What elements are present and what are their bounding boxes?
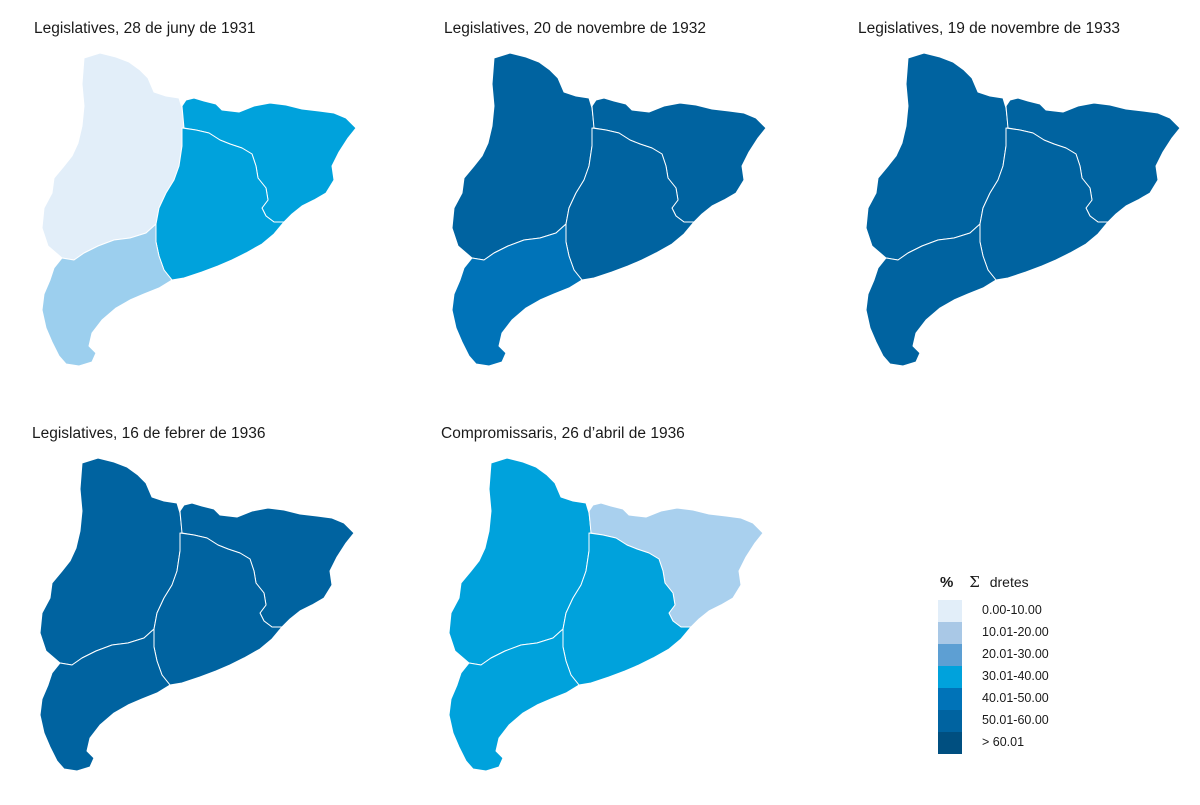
region-tarragona [41, 223, 173, 367]
map-title: Compromissaris, 26 d’abril de 1936 [441, 425, 685, 442]
region-tarragona [39, 628, 171, 772]
map-panel-1933: Legislatives, 19 de novembre de 1933 [858, 20, 1200, 400]
region-tarragona [865, 223, 997, 367]
map-legend: % Σ dretes 0.00-10.00 10.01-20.00 20.01-… [938, 573, 1118, 763]
legend-swatch [938, 710, 962, 732]
legend-title: dretes [989, 574, 1029, 590]
catalonia-map [39, 457, 355, 772]
catalonia-map [448, 457, 764, 772]
legend-swatch [938, 622, 962, 644]
region-barcelona [153, 532, 283, 686]
map-panel-1936-abril: Compromissaris, 26 d’abril de 1936 [441, 425, 841, 805]
region-barcelona [155, 127, 285, 281]
legend-swatch [938, 644, 962, 666]
legend-label: 20.01-30.00 [982, 647, 1049, 661]
legend-label: 40.01-50.00 [982, 691, 1049, 705]
legend-label: 30.01-40.00 [982, 669, 1049, 683]
legend-item: 30.01-40.00 [938, 666, 1108, 688]
map-panel-1932: Legislatives, 20 de novembre de 1932 [444, 20, 844, 400]
catalonia-map [451, 52, 767, 367]
map-title: Legislatives, 28 de juny de 1931 [34, 20, 256, 37]
catalonia-map [865, 52, 1181, 367]
legend-label: > 60.01 [982, 735, 1025, 749]
legend-item: 20.01-30.00 [938, 644, 1108, 666]
region-barcelona [979, 127, 1109, 281]
legend-label: 10.01-20.00 [982, 625, 1049, 639]
map-title: Legislatives, 19 de novembre de 1933 [858, 20, 1120, 37]
legend-swatch [938, 688, 962, 710]
legend-swatch [938, 732, 962, 754]
legend-item: 10.01-20.00 [938, 622, 1108, 644]
region-tarragona [448, 628, 580, 772]
region-tarragona [451, 223, 583, 367]
legend-header: % Σ dretes [940, 573, 1029, 591]
region-barcelona [565, 127, 695, 281]
legend-sigma-symbol: Σ [969, 573, 980, 591]
legend-item: 40.01-50.00 [938, 688, 1108, 710]
legend-item: 50.01-60.00 [938, 710, 1108, 732]
legend-item: > 60.01 [938, 732, 1108, 754]
map-title: Legislatives, 20 de novembre de 1932 [444, 20, 706, 37]
legend-swatch [938, 600, 962, 622]
legend-swatch [938, 666, 962, 688]
legend-label: 50.01-60.00 [982, 713, 1049, 727]
map-panel-1931: Legislatives, 28 de juny de 1931 [34, 20, 434, 400]
legend-percent-symbol: % [940, 574, 954, 591]
legend-label: 0.00-10.00 [982, 603, 1042, 617]
region-barcelona [562, 532, 692, 686]
catalonia-map [41, 52, 357, 367]
map-panel-1936-febrer: Legislatives, 16 de febrer de 1936 [32, 425, 432, 805]
map-title: Legislatives, 16 de febrer de 1936 [32, 425, 266, 442]
legend-item: 0.00-10.00 [938, 600, 1108, 622]
